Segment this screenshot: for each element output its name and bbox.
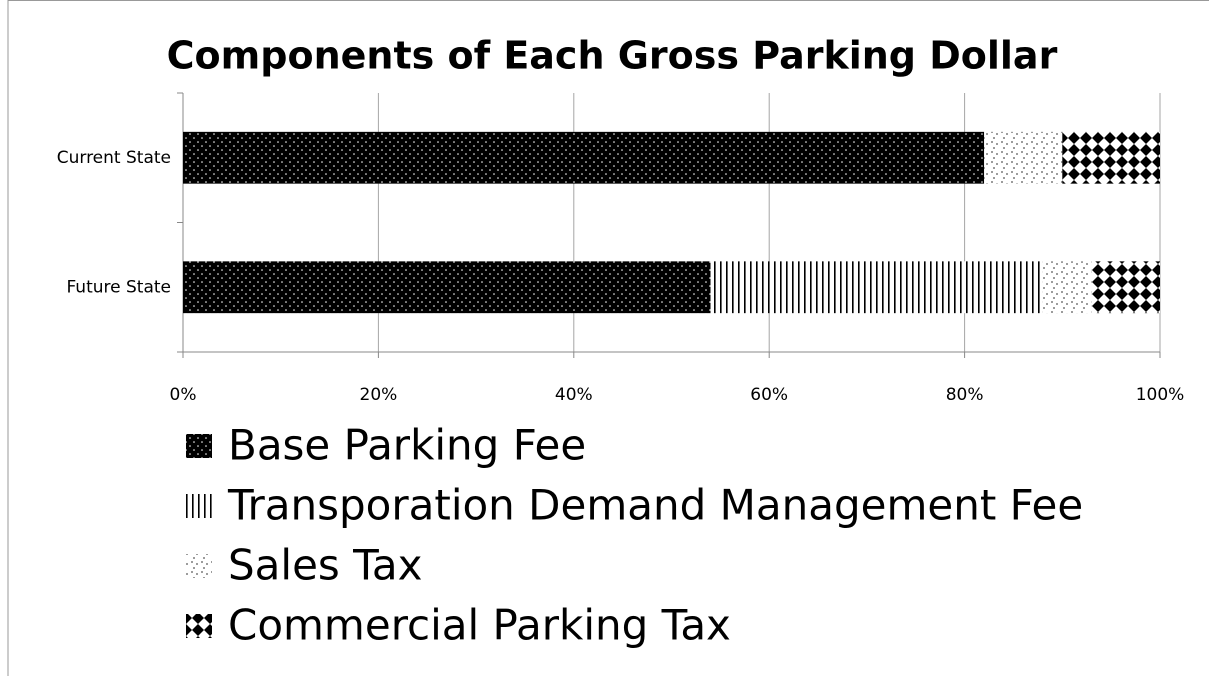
bar-segment	[183, 261, 711, 314]
x-tick-label: 20%	[360, 385, 398, 405]
y-tick-label: Current State	[57, 148, 171, 168]
x-tick-label: 0%	[170, 385, 197, 405]
x-tick-label: 80%	[946, 385, 984, 405]
y-tick-label: Future State	[66, 277, 171, 297]
legend-swatch	[186, 434, 212, 458]
x-tick-label: 40%	[555, 385, 593, 405]
legend-swatch	[186, 494, 212, 518]
legend-label: Commercial Parking Tax	[228, 601, 731, 650]
legend-label: Base Parking Fee	[228, 421, 586, 470]
bar-segment	[1091, 261, 1160, 314]
bar-segment	[1062, 131, 1160, 184]
legend-label: Transporation Demand Management Fee	[227, 481, 1083, 530]
legend-swatch	[186, 614, 212, 638]
chart-title: Components of Each Gross Parking Dollar	[167, 34, 1058, 78]
x-tick-label: 60%	[750, 385, 788, 405]
bar-segment	[1042, 261, 1092, 314]
bar-segment	[710, 261, 1043, 314]
bar-segment	[183, 131, 985, 184]
bar-segment	[984, 131, 1063, 184]
x-tick-label: 100%	[1136, 385, 1185, 405]
legend-swatch	[186, 554, 212, 578]
legend-label: Sales Tax	[228, 541, 422, 590]
